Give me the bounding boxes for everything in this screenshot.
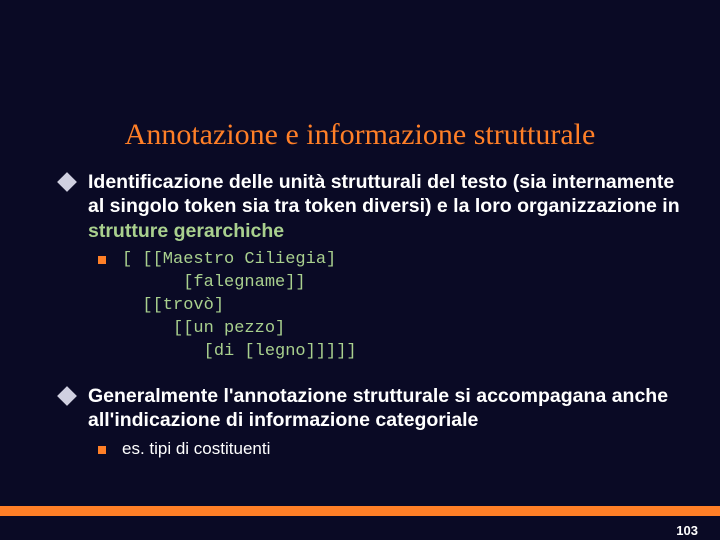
slide-title: Annotazione e informazione strutturale: [0, 0, 720, 170]
bullet-pre: Generalmente l'annotazione strutturale s…: [88, 385, 668, 431]
slide-content: Identificazione delle unità strutturali …: [0, 170, 720, 459]
bullet-highlight: strutture gerarchiche: [88, 220, 284, 242]
bullet-text: Identificazione delle unità strutturali …: [88, 170, 680, 243]
square-icon: [98, 446, 106, 454]
sub-area: es. tipi di costituenti: [60, 439, 680, 459]
sub-text: es. tipi di costituenti: [122, 439, 270, 459]
code-line: [ [[Maestro Ciliegia]: [122, 250, 336, 269]
code-block: [ [[Maestro Ciliegia] [falegname]] [[tro…: [122, 249, 357, 364]
sub-item: [ [[Maestro Ciliegia] [falegname]] [[tro…: [98, 249, 680, 364]
code-line: [[trovò]: [122, 296, 224, 315]
sub-area: [ [[Maestro Ciliegia] [falegname]] [[tro…: [60, 249, 680, 364]
slide: Annotazione e informazione strutturale I…: [0, 0, 720, 540]
diamond-icon: [57, 172, 77, 192]
bullet-pre: Identificazione delle unità strutturali …: [88, 171, 680, 217]
sub-item: es. tipi di costituenti: [98, 439, 680, 459]
code-line: [di [legno]]]]]: [122, 342, 357, 361]
code-line: [[un pezzo]: [122, 319, 285, 338]
bullet-item: Identificazione delle unità strutturali …: [60, 170, 680, 243]
footer-bar: [0, 506, 720, 516]
code-line: [falegname]]: [122, 273, 306, 292]
diamond-icon: [57, 386, 77, 406]
bullet-text: Generalmente l'annotazione strutturale s…: [88, 384, 680, 433]
bullet-item: Generalmente l'annotazione strutturale s…: [60, 384, 680, 433]
square-icon: [98, 256, 106, 264]
page-number: 103: [676, 523, 698, 538]
